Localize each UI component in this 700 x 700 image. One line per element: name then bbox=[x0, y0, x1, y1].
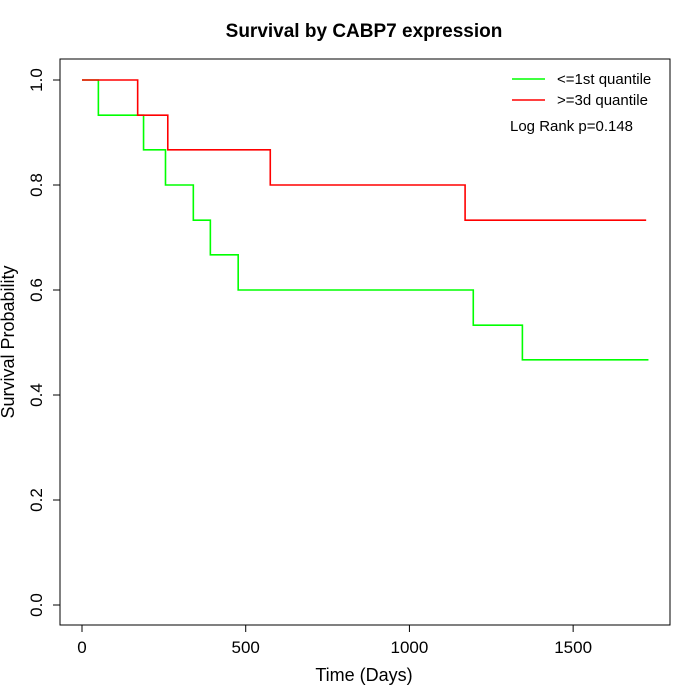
legend: <=1st quantile >=3d quantile bbox=[512, 71, 651, 109]
y-tick-label: 0.0 bbox=[27, 593, 46, 617]
x-tick-label: 500 bbox=[232, 638, 260, 657]
x-axis-label: Time (Days) bbox=[315, 665, 412, 685]
y-tick-label: 0.4 bbox=[27, 383, 46, 407]
x-tick-label: 1500 bbox=[554, 638, 592, 657]
y-axis: 0.0 0.2 0.4 0.6 0.8 1.0 bbox=[27, 68, 61, 617]
x-tick-label: 0 bbox=[77, 638, 86, 657]
plot-frame bbox=[59, 58, 671, 626]
y-tick-label: 0.6 bbox=[27, 278, 46, 302]
legend-label: <=1st quantile bbox=[557, 71, 651, 88]
chart-title: Survival by CABP7 expression bbox=[226, 21, 503, 42]
y-tick-label: 0.8 bbox=[27, 173, 46, 197]
y-axis-label: Survival Probability bbox=[0, 265, 18, 418]
survival-curve-series bbox=[82, 79, 649, 361]
y-tick-label: 1.0 bbox=[27, 68, 46, 92]
log-rank-annotation: Log Rank p=0.148 bbox=[510, 118, 633, 135]
x-axis: 0 500 1000 1500 bbox=[77, 624, 592, 657]
x-tick-label: 1000 bbox=[391, 638, 429, 657]
y-tick-label: 0.2 bbox=[27, 488, 46, 512]
survival-curve-series bbox=[82, 79, 647, 221]
series-layer bbox=[82, 79, 649, 361]
legend-label: >=3d quantile bbox=[557, 92, 648, 109]
